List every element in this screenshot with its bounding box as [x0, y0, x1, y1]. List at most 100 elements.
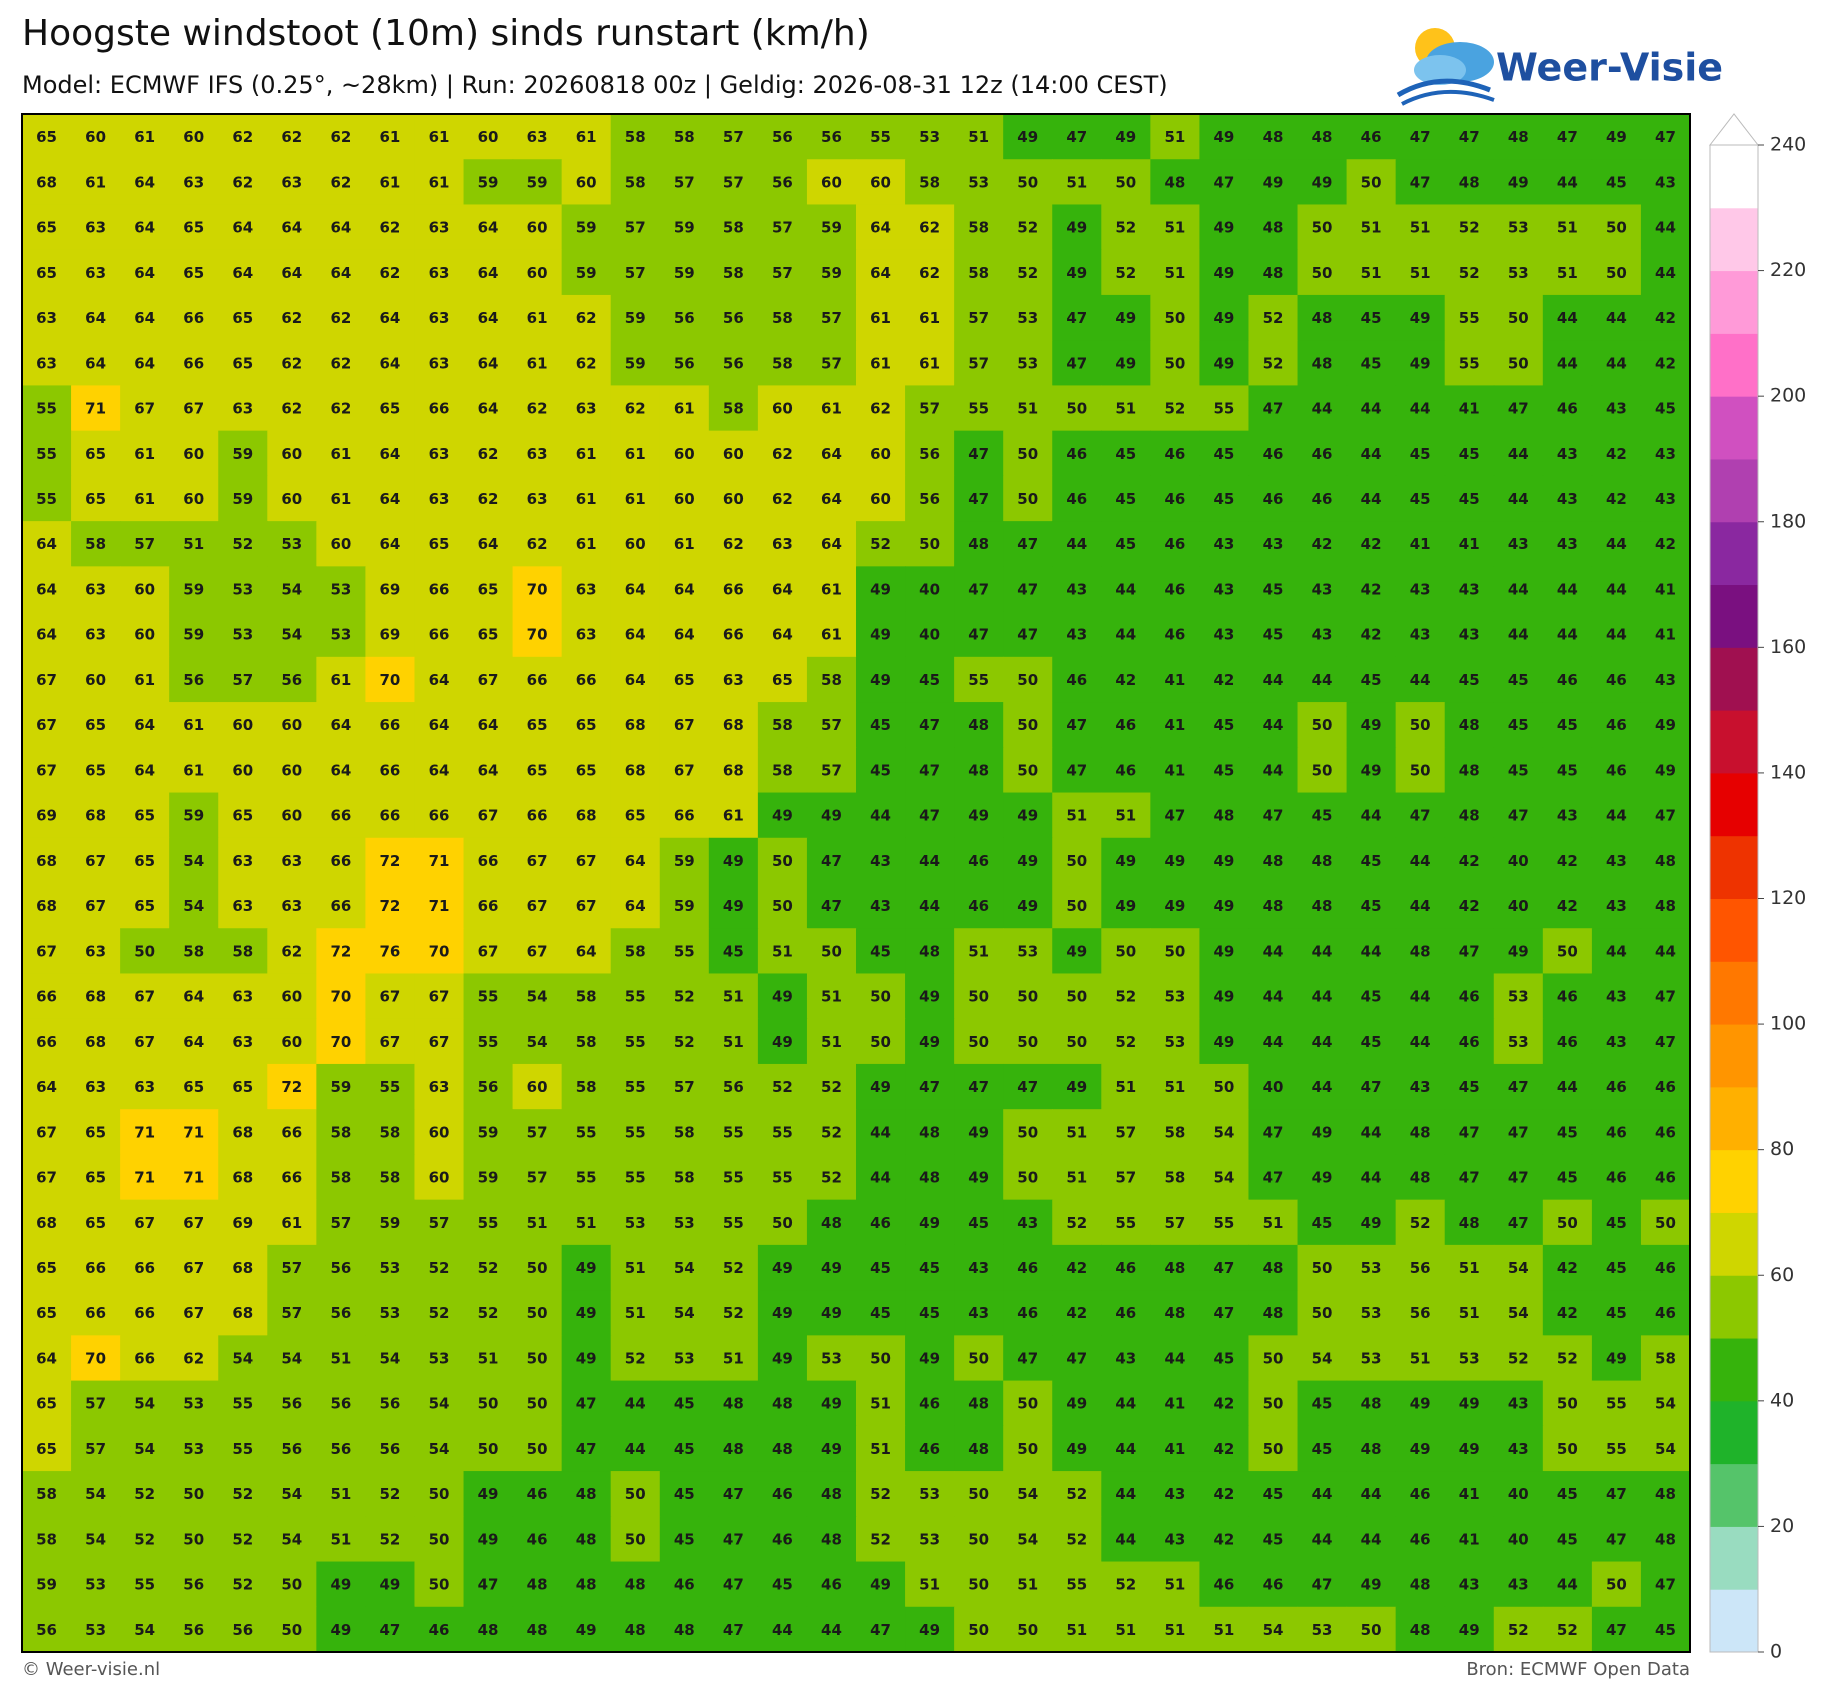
wind-cell	[856, 973, 906, 1020]
wind-value: 57	[1164, 1214, 1185, 1232]
wind-cell	[22, 928, 72, 975]
wind-value: 55	[1214, 1214, 1235, 1232]
colorbar-segment	[1710, 458, 1758, 523]
wind-cell	[218, 385, 268, 432]
wind-value: 54	[1214, 1169, 1235, 1187]
wind-value: 47	[1017, 1078, 1038, 1096]
wind-value: 50	[281, 1621, 302, 1639]
wind-value: 57	[527, 1169, 548, 1187]
wind-cell	[757, 611, 808, 658]
wind-cell	[71, 204, 121, 251]
wind-cell	[757, 1109, 808, 1156]
wind-cell	[954, 792, 1004, 839]
wind-cell	[1199, 837, 1250, 884]
wind-value: 48	[723, 1440, 744, 1458]
wind-cell	[365, 792, 416, 839]
wind-cell	[1297, 566, 1348, 613]
wind-cell	[708, 1154, 759, 1201]
wind-cell	[1346, 159, 1397, 206]
wind-cell	[561, 747, 612, 794]
wind-cell	[1150, 204, 1201, 251]
wind-cell	[463, 928, 514, 975]
wind-value: 45	[1361, 354, 1382, 372]
wind-cell	[610, 204, 661, 251]
wind-value: 44	[1606, 580, 1627, 598]
wind-value: 58	[1164, 1123, 1185, 1141]
wind-value: 48	[919, 1169, 940, 1187]
wind-cell	[1199, 249, 1250, 296]
wind-value: 48	[1361, 1440, 1382, 1458]
wind-cell	[512, 1109, 563, 1156]
wind-cell	[463, 792, 514, 839]
wind-cell	[316, 1109, 367, 1156]
wind-cell	[1003, 1199, 1053, 1246]
wind-cell	[365, 1063, 416, 1110]
wind-value: 57	[674, 1078, 695, 1096]
wind-cell	[218, 430, 268, 477]
wind-cell	[659, 1063, 710, 1110]
wind-value: 43	[1263, 535, 1284, 553]
wind-value: 42	[1214, 1485, 1235, 1503]
wind-value: 55	[674, 942, 695, 960]
wind-cell	[414, 1154, 465, 1201]
wind-value: 53	[1361, 1259, 1382, 1277]
wind-value: 49	[1459, 1621, 1480, 1639]
wind-value: 64	[85, 309, 106, 327]
wind-cell	[1199, 294, 1250, 341]
wind-value: 67	[36, 716, 57, 734]
wind-value: 56	[232, 1621, 253, 1639]
wind-value: 55	[478, 1033, 499, 1051]
wind-value: 50	[1312, 219, 1333, 237]
wind-value: 49	[1655, 761, 1676, 779]
wind-value: 55	[1115, 1214, 1136, 1232]
wind-value: 67	[36, 942, 57, 960]
wind-value: 49	[968, 807, 989, 825]
wind-value: 45	[1606, 173, 1627, 191]
wind-cell	[610, 475, 661, 522]
wind-value: 47	[380, 1621, 401, 1639]
wind-value: 49	[1361, 1214, 1382, 1232]
wind-cell	[610, 1063, 661, 1110]
wind-cell	[806, 1109, 857, 1156]
wind-cell	[1444, 883, 1495, 929]
wind-cell	[71, 1244, 121, 1291]
colorbar-segment	[1710, 1400, 1758, 1465]
wind-value: 62	[380, 219, 401, 237]
wind-cell	[267, 837, 317, 884]
wind-cell	[708, 340, 759, 387]
wind-cell	[1052, 611, 1102, 658]
wind-value: 57	[625, 219, 646, 237]
wind-cell	[316, 1244, 367, 1291]
wind-value: 48	[1263, 1259, 1284, 1277]
wind-cell	[954, 114, 1004, 160]
wind-cell	[905, 1199, 955, 1246]
wind-value: 62	[232, 173, 253, 191]
wind-cell	[806, 792, 857, 839]
wind-value: 47	[1459, 1169, 1480, 1187]
wind-value: 47	[919, 716, 940, 734]
wind-value: 43	[1066, 626, 1087, 644]
wind-value: 51	[1115, 807, 1136, 825]
wind-value: 45	[1410, 445, 1431, 463]
wind-cell	[905, 883, 955, 929]
wind-cell	[414, 928, 465, 975]
wind-cell	[1297, 249, 1348, 296]
wind-cell	[512, 1199, 563, 1246]
wind-cell	[1542, 1063, 1593, 1110]
wind-value: 65	[232, 1078, 253, 1096]
wind-value: 43	[1066, 580, 1087, 598]
wind-value: 53	[674, 1349, 695, 1367]
wind-value: 48	[1214, 807, 1235, 825]
wind-cell	[806, 837, 857, 884]
wind-cell	[1444, 521, 1495, 567]
wind-cell	[856, 928, 906, 975]
wind-value: 64	[380, 354, 401, 372]
wind-value: 63	[429, 490, 450, 508]
wind-value: 66	[723, 626, 744, 644]
wind-value: 67	[429, 1033, 450, 1051]
wind-cell	[1346, 294, 1397, 341]
wind-cell	[365, 249, 416, 296]
wind-value: 62	[478, 445, 499, 463]
wind-cell	[856, 1109, 906, 1156]
wind-value: 49	[870, 626, 891, 644]
